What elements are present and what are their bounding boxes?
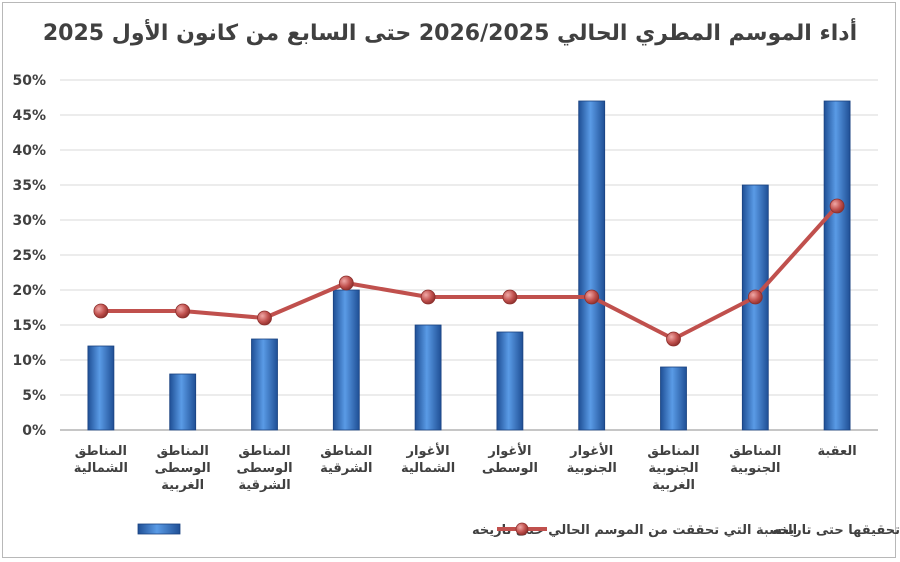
legend-bar-label: النسبة التي تحققت من الموسم الحالي حتى ت… xyxy=(472,523,797,538)
bar xyxy=(578,100,606,431)
line-point xyxy=(747,289,763,305)
y-tick-label: 35% xyxy=(12,178,46,194)
x-tick-label: الأغوار الوسطى xyxy=(482,442,538,476)
x-axis: المناطق الشمالية المناطق الوسطى الغربية المنا… xyxy=(74,442,857,493)
line-series xyxy=(93,198,845,347)
line-point xyxy=(829,198,845,214)
bar-series xyxy=(87,100,851,431)
y-tick-label: 50% xyxy=(12,73,46,89)
y-axis: 0% 5% 10% 15% 20% 25% 30% 35% 40% 45% 50% xyxy=(12,73,46,439)
x-tick-label: العقبة xyxy=(817,444,856,459)
series-line xyxy=(100,204,839,341)
line-point xyxy=(93,303,109,319)
x-tick-label: المناطق الجنوبية xyxy=(729,444,781,476)
chart-title: أداء الموسم المطري الحالي 2026/2025 حتى … xyxy=(43,17,857,46)
legend-bar-swatch xyxy=(137,523,181,535)
bar xyxy=(251,338,278,431)
line-point xyxy=(584,289,600,305)
bar xyxy=(660,366,687,431)
bar xyxy=(414,324,442,431)
bar xyxy=(169,373,197,431)
y-tick-label: 10% xyxy=(12,353,46,369)
line-point xyxy=(420,289,436,305)
bar xyxy=(741,184,769,431)
legend-line-marker xyxy=(515,522,529,536)
y-tick-label: 15% xyxy=(12,318,46,334)
y-tick-label: 40% xyxy=(12,143,46,159)
x-tick-label: الأغوار الشمالية xyxy=(401,442,455,476)
bar xyxy=(496,331,524,431)
y-tick-label: 25% xyxy=(12,248,46,264)
line-point xyxy=(257,310,272,326)
x-tick-label: المناطق الشرقية xyxy=(320,444,372,476)
legend: النسبة التي تحققت من الموسم الحالي حتى ت… xyxy=(137,522,900,538)
x-tick-label: المناطق الشمالية xyxy=(74,444,128,476)
line-point xyxy=(666,331,681,347)
bar xyxy=(823,100,851,431)
bar xyxy=(87,345,115,431)
bar xyxy=(332,289,360,431)
x-tick-label: الأغوار الجنوبية xyxy=(567,442,617,476)
line-point xyxy=(338,275,354,291)
y-tick-label: 0% xyxy=(22,423,46,439)
x-tick-label: المناطق الوسطى الشرقية xyxy=(236,444,292,493)
line-point xyxy=(502,289,518,305)
legend-line-label: النسبة المفترض تحقيقها حتى تاريخه xyxy=(772,523,900,538)
grid-layer xyxy=(60,79,878,431)
y-tick-label: 45% xyxy=(12,108,46,124)
x-tick-label: المناطق الوسطى الغربية xyxy=(155,444,211,493)
line-point xyxy=(175,303,191,319)
y-tick-label: 20% xyxy=(12,283,46,299)
y-tick-label: 30% xyxy=(12,213,46,229)
x-tick-label: المناطق الجنوبية الغربية xyxy=(647,444,699,493)
y-tick-label: 5% xyxy=(22,388,46,404)
